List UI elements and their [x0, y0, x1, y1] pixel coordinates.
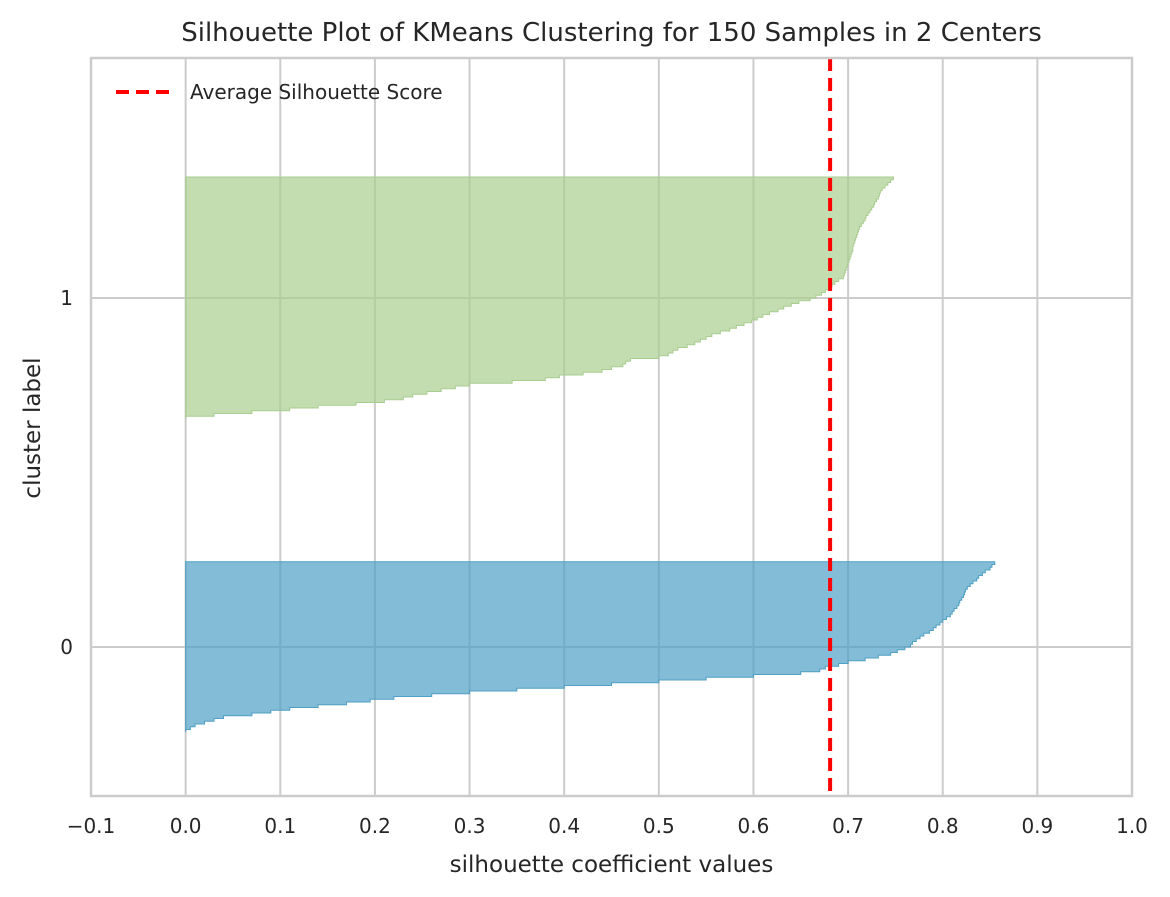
y-axis-label: cluster label — [20, 357, 46, 498]
silhouette-area-cluster-0 — [185, 561, 996, 733]
y-tick-label: 1 — [60, 286, 73, 310]
plot-frame — [89, 56, 1134, 798]
x-tick-label: 0.0 — [170, 814, 202, 838]
x-tick-label: 0.3 — [454, 814, 486, 838]
silhouette-areas — [185, 176, 996, 733]
legend: Average Silhouette Score — [116, 80, 443, 104]
x-tick-labels: −0.1 0.0 0.1 0.2 0.3 0.4 0.5 0.6 0.7 0.8 0.9 1.0 — [67, 814, 1148, 838]
x-tick-label: −0.1 — [67, 814, 116, 838]
legend-label: Average Silhouette Score — [190, 80, 443, 104]
chart-title: Silhouette Plot of KMeans Clustering for… — [181, 18, 1042, 48]
x-axis-label: silhouette coefficient values — [450, 852, 774, 878]
x-tick-label: 0.6 — [738, 814, 770, 838]
x-tick-label: 0.9 — [1021, 814, 1053, 838]
x-tick-label: 0.7 — [832, 814, 864, 838]
x-tick-label: 0.2 — [359, 814, 391, 838]
silhouette-area-cluster-1 — [185, 176, 895, 419]
x-tick-label: 0.4 — [548, 814, 580, 838]
x-tick-label: 0.8 — [927, 814, 959, 838]
y-tick-label: 0 — [60, 635, 73, 659]
y-tick-labels: 01 — [60, 286, 73, 659]
x-tick-label: 1.0 — [1116, 814, 1148, 838]
x-tick-label: 0.5 — [643, 814, 675, 838]
x-tick-label: 0.1 — [264, 814, 296, 838]
